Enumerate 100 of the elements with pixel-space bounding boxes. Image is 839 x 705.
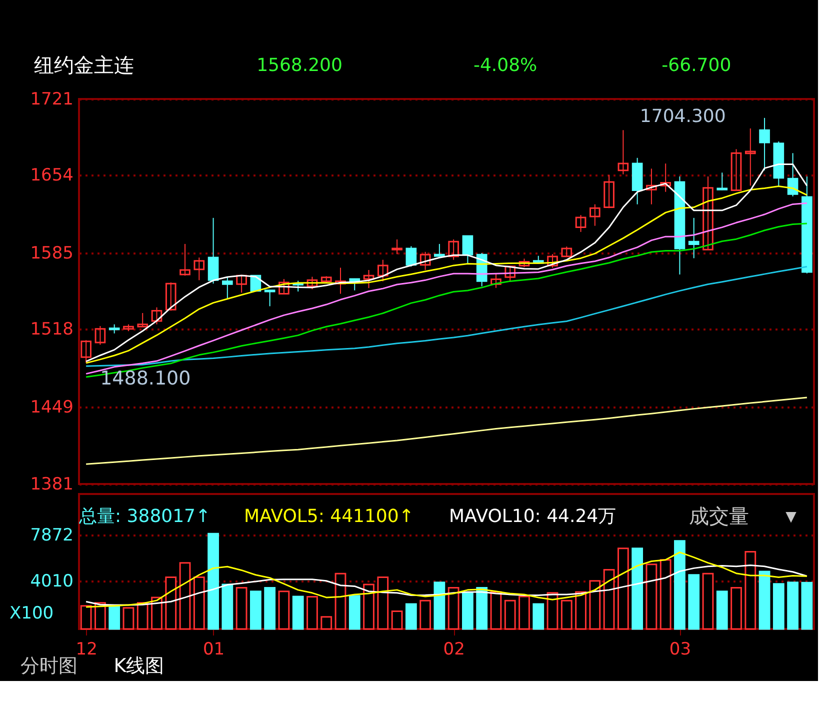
bar: [278, 590, 290, 630]
candlestick: [392, 238, 402, 255]
y-tick-label: 1449: [30, 398, 74, 418]
candlestick: [434, 243, 445, 257]
bar: [108, 606, 120, 630]
candlestick: [618, 130, 629, 175]
bar: [560, 600, 572, 630]
bar: [320, 616, 332, 630]
bar: [758, 570, 770, 630]
candlestick: [420, 251, 431, 270]
bar: [603, 568, 615, 630]
bar: [504, 600, 516, 630]
x-tick-label: 01: [202, 640, 225, 660]
line-series: [85, 564, 808, 606]
candlestick: [151, 306, 162, 325]
bar: [122, 607, 134, 630]
bar: [589, 580, 601, 630]
bar: [434, 582, 446, 630]
bar: [179, 562, 191, 630]
bar: [151, 596, 162, 630]
candlestick: [504, 266, 516, 282]
bar: [222, 584, 234, 630]
bar: [546, 592, 558, 630]
candlestick: [108, 324, 120, 334]
bar: [165, 576, 177, 630]
candlestick: [759, 117, 770, 171]
bar: [193, 576, 205, 630]
chart-title: 纽约金主连: [34, 53, 134, 77]
bar: [772, 583, 784, 630]
candlestick: [490, 274, 502, 288]
bar: [208, 532, 219, 630]
candlestick: [194, 257, 205, 281]
candlestick: [236, 274, 247, 294]
bar: [391, 610, 403, 630]
bar: [787, 582, 798, 630]
line-series: [85, 396, 808, 465]
bar: [632, 548, 644, 630]
candlestick: [94, 326, 106, 346]
y-tick-label: 1381: [30, 474, 74, 494]
y-tick-label: 1518: [30, 319, 74, 340]
text: 分时图: [20, 655, 78, 677]
bar: [405, 603, 417, 630]
candlestick: [448, 238, 459, 260]
candlestick: [335, 267, 346, 294]
candlestick: [561, 246, 572, 258]
candlestick: [590, 204, 600, 226]
bar: [744, 550, 756, 630]
candlestick: [604, 174, 614, 209]
y-tick-label: 1721: [30, 90, 74, 110]
candlestick: [688, 217, 700, 259]
text: -4.08%: [473, 55, 538, 76]
bar: [646, 564, 658, 630]
candlestick: [377, 259, 388, 282]
candlestick: [264, 289, 276, 307]
bar: [674, 540, 686, 630]
annotation: 成交量: [689, 504, 749, 528]
bar: [716, 590, 728, 630]
line-series: [85, 552, 808, 608]
annotation: ▼: [786, 509, 797, 525]
bar: [363, 584, 374, 630]
bar: [306, 596, 318, 630]
bar: [660, 559, 672, 630]
y-tick-label: 7872: [30, 525, 74, 546]
annotation: 总量: 388017↑: [78, 506, 211, 527]
bar: [264, 587, 276, 630]
text: 1568.200: [256, 55, 342, 76]
candlestick: [363, 269, 374, 289]
bar: [490, 591, 502, 630]
bar: [476, 587, 488, 630]
y-tick-label: 1585: [30, 244, 74, 264]
candlestick: [646, 168, 657, 205]
bar: [617, 548, 629, 630]
candlestick: [702, 176, 714, 250]
candlestick: [306, 276, 318, 290]
bar: [575, 591, 586, 630]
bar: [236, 587, 248, 630]
annotation: 1704.300: [640, 106, 726, 127]
bar: [250, 590, 262, 630]
bar: [292, 596, 304, 630]
candlestick: [744, 128, 756, 186]
x-tick-label: 02: [443, 640, 465, 660]
annotation: 1488.100: [100, 368, 191, 390]
x-tick-label: 12: [76, 640, 98, 660]
bar: [462, 592, 474, 630]
bar: [518, 596, 530, 630]
candlestick: [180, 243, 190, 276]
candlestick: [406, 246, 417, 268]
bar: [730, 587, 742, 630]
candlestick: [278, 278, 290, 295]
candlestick: [165, 282, 176, 312]
y-axis-title: X100: [10, 604, 54, 624]
candlestick: [547, 254, 558, 268]
bar: [420, 600, 431, 630]
bar: [334, 572, 346, 630]
candlestick: [716, 172, 728, 191]
bar: [532, 603, 544, 630]
annotation: MAVOL10: 44.24万: [449, 506, 616, 527]
text: -66.700: [662, 55, 732, 76]
candlestick: [730, 148, 742, 192]
x-tick-label: 03: [669, 640, 692, 660]
